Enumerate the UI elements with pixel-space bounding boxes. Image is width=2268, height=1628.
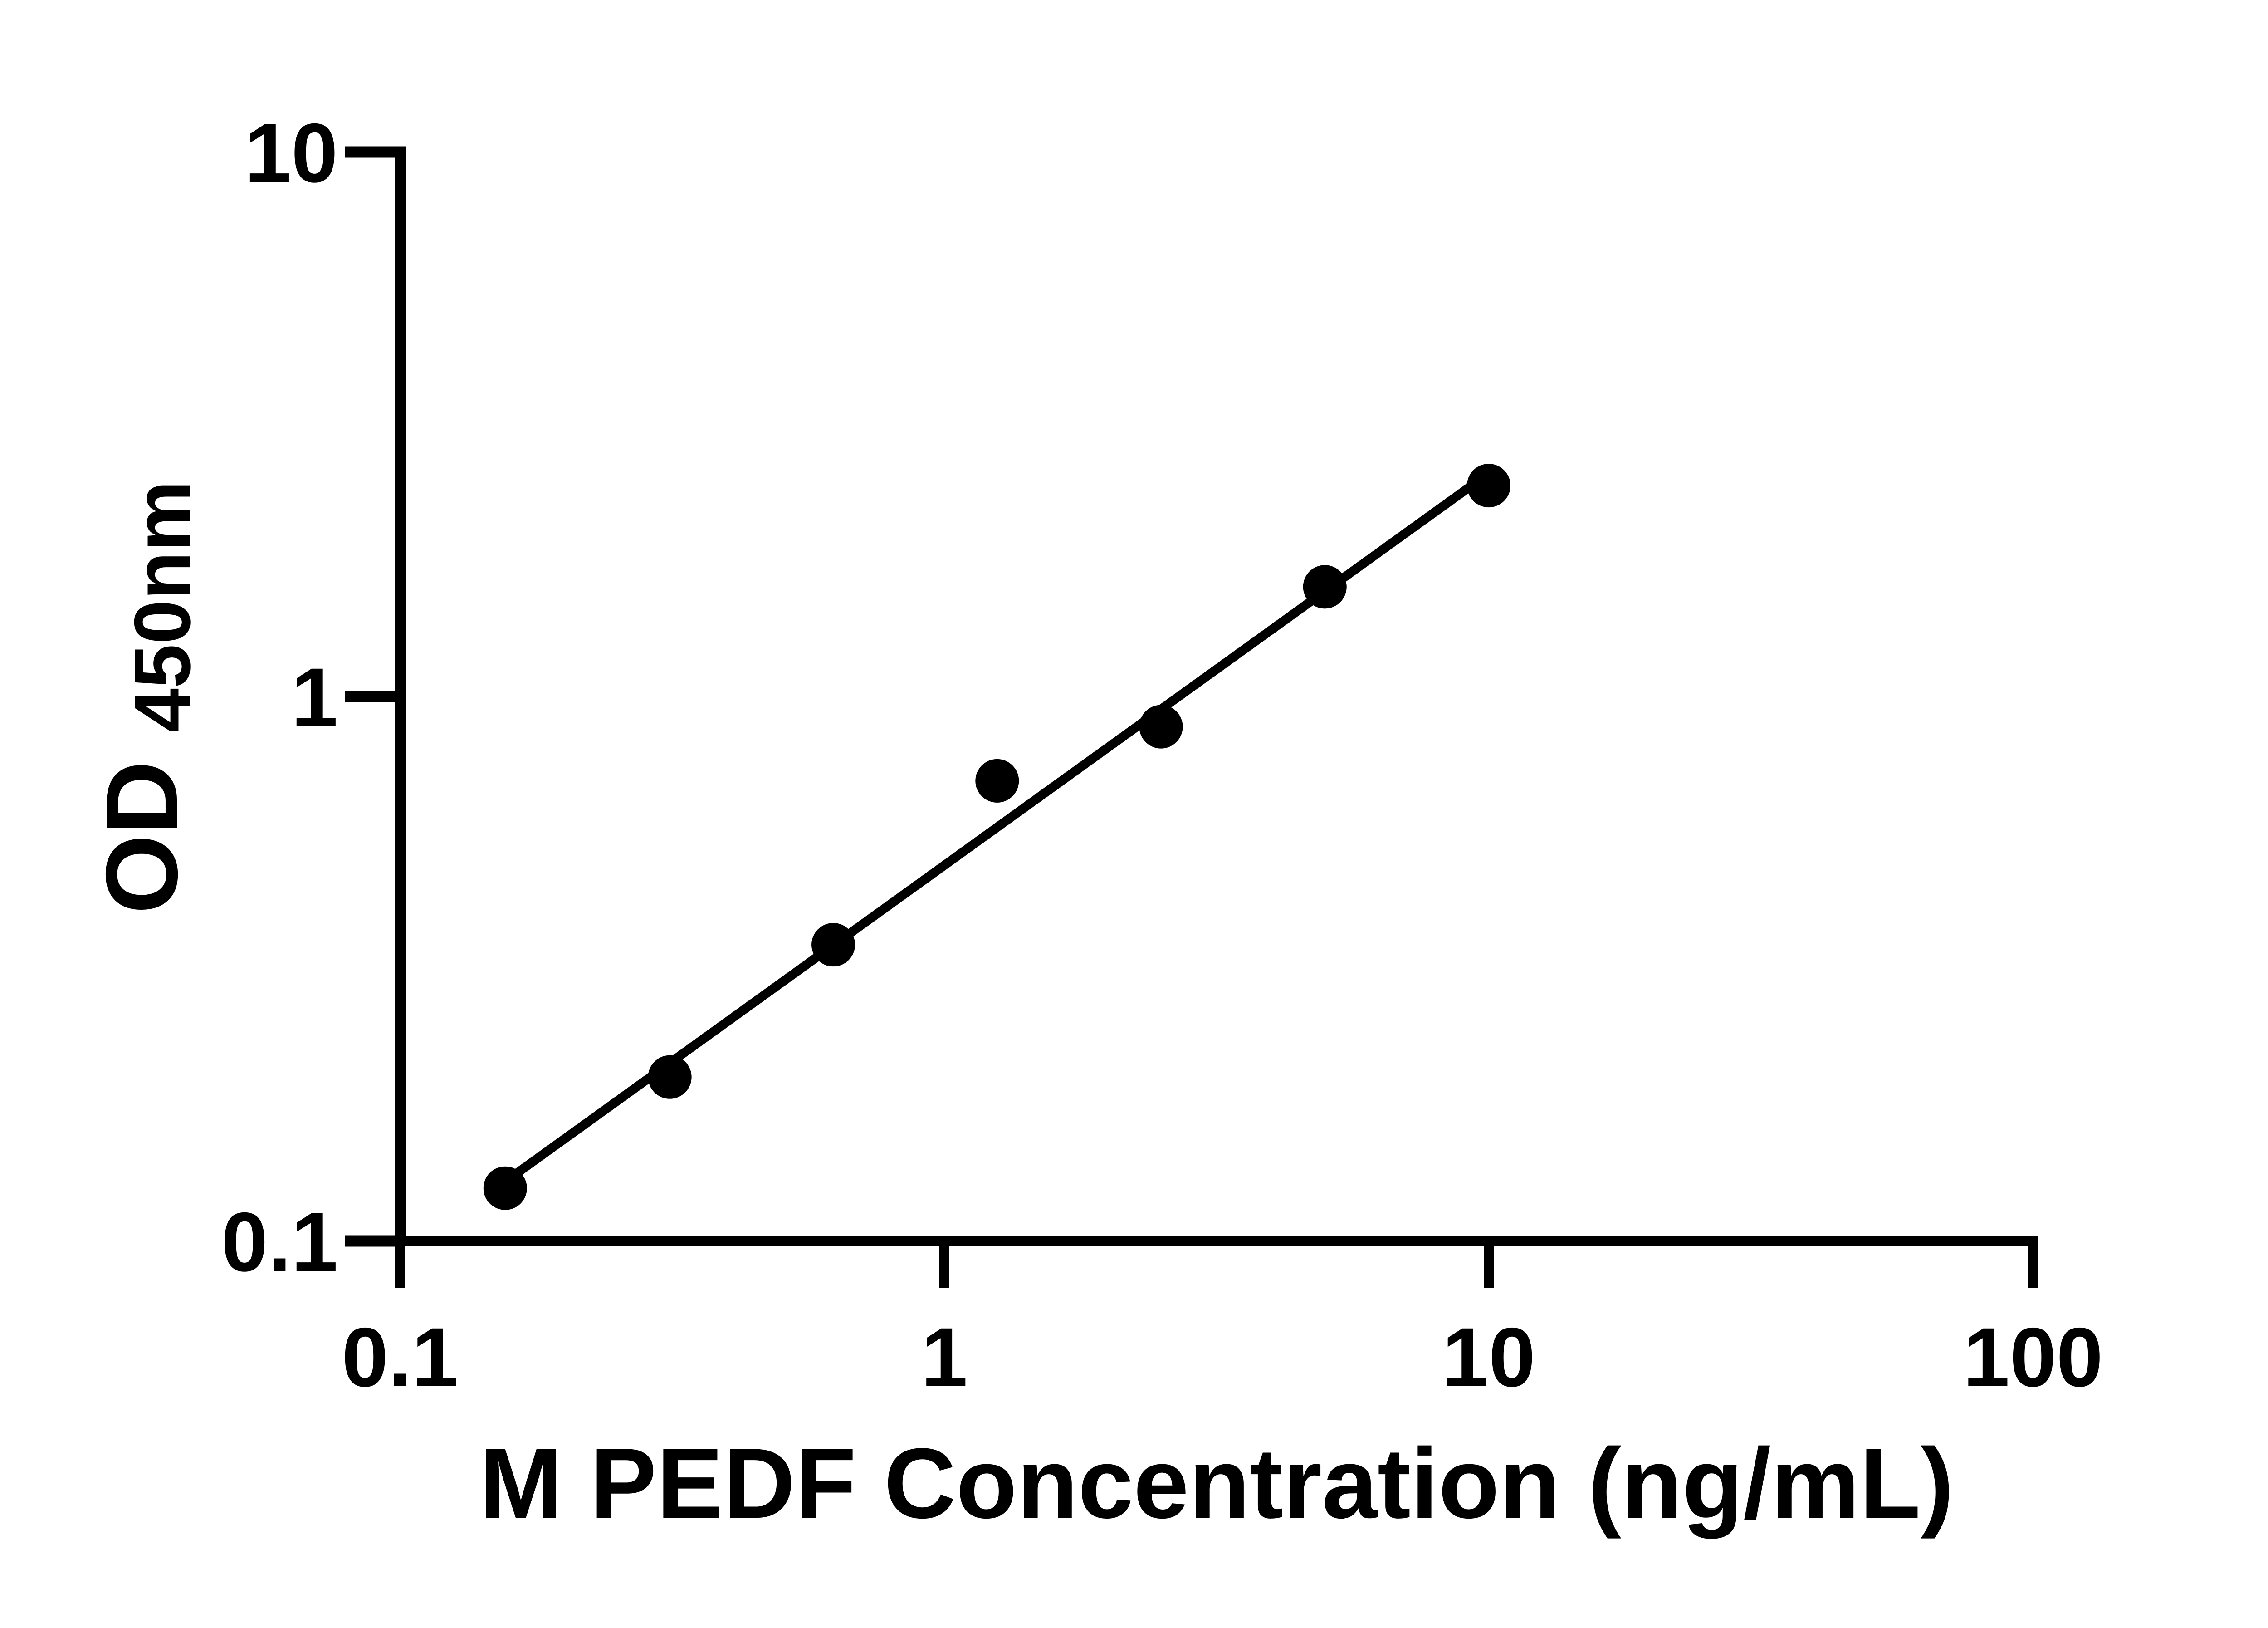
data-point <box>1467 464 1510 508</box>
y-tick-label: 10 <box>244 107 338 200</box>
data-point <box>975 759 1019 803</box>
y-tick-label: 0.1 <box>221 1196 338 1289</box>
x-tick-label: 1 <box>921 1311 968 1404</box>
x-tick-label: 10 <box>1442 1311 1535 1404</box>
y-axis-title-subscript: 450nm <box>118 481 207 732</box>
y-axis-title-main: OD <box>84 761 199 914</box>
data-points <box>483 464 1510 1210</box>
y-axis-tick-labels: 0.1 1 10 <box>221 107 338 1289</box>
y-tick-label: 1 <box>291 651 338 745</box>
x-tick-label: 100 <box>1963 1311 2103 1404</box>
x-axis-tick-labels: 0.1 1 10 100 <box>342 1311 2103 1404</box>
x-tick-label: 0.1 <box>342 1311 458 1404</box>
data-point <box>811 923 855 967</box>
data-point <box>483 1166 527 1210</box>
data-point <box>1303 565 1347 609</box>
x-axis-ticks <box>395 1241 2038 1288</box>
data-point <box>648 1055 692 1099</box>
y-axis-title: OD 450nm <box>84 481 207 914</box>
data-point <box>1139 705 1183 749</box>
x-axis-title: M PEDF Concentration (ng/mL) <box>479 1427 1954 1539</box>
y-axis-ticks <box>345 146 400 1247</box>
